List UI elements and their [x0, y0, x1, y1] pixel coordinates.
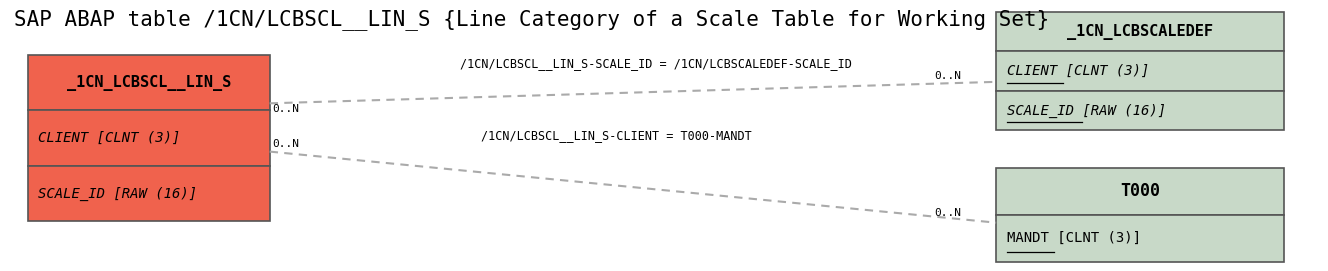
Text: CLIENT [CLNT (3)]: CLIENT [CLNT (3)]: [1007, 64, 1149, 78]
Text: _1CN_LCBSCL__LIN_S: _1CN_LCBSCL__LIN_S: [66, 75, 231, 91]
Text: 0..N: 0..N: [272, 104, 299, 114]
FancyBboxPatch shape: [28, 111, 270, 166]
FancyBboxPatch shape: [996, 215, 1284, 262]
FancyBboxPatch shape: [28, 55, 270, 111]
Text: SCALE_ID [RAW (16)]: SCALE_ID [RAW (16)]: [1007, 104, 1166, 118]
Text: 0..N: 0..N: [934, 208, 960, 218]
Text: SCALE_ID [RAW (16)]: SCALE_ID [RAW (16)]: [39, 186, 197, 201]
FancyBboxPatch shape: [996, 51, 1284, 91]
Text: /1CN/LCBSCL__LIN_S-CLIENT = T000-MANDT: /1CN/LCBSCL__LIN_S-CLIENT = T000-MANDT: [481, 129, 752, 142]
Text: T000: T000: [1120, 182, 1161, 200]
Text: 0..N: 0..N: [272, 138, 299, 149]
Text: 0..N: 0..N: [934, 72, 960, 82]
Text: /1CN/LCBSCL__LIN_S-SCALE_ID = /1CN/LCBSCALEDEF-SCALE_ID: /1CN/LCBSCL__LIN_S-SCALE_ID = /1CN/LCBSC…: [459, 57, 851, 70]
FancyBboxPatch shape: [996, 168, 1284, 215]
Text: _1CN_LCBSCALEDEF: _1CN_LCBSCALEDEF: [1068, 24, 1212, 40]
FancyBboxPatch shape: [28, 166, 270, 221]
Text: SAP ABAP table /1CN/LCBSCL__LIN_S {Line Category of a Scale Table for Working Se: SAP ABAP table /1CN/LCBSCL__LIN_S {Line …: [15, 9, 1049, 30]
Text: CLIENT [CLNT (3)]: CLIENT [CLNT (3)]: [39, 131, 181, 145]
FancyBboxPatch shape: [996, 91, 1284, 130]
Text: MANDT [CLNT (3)]: MANDT [CLNT (3)]: [1007, 231, 1141, 245]
FancyBboxPatch shape: [996, 12, 1284, 51]
